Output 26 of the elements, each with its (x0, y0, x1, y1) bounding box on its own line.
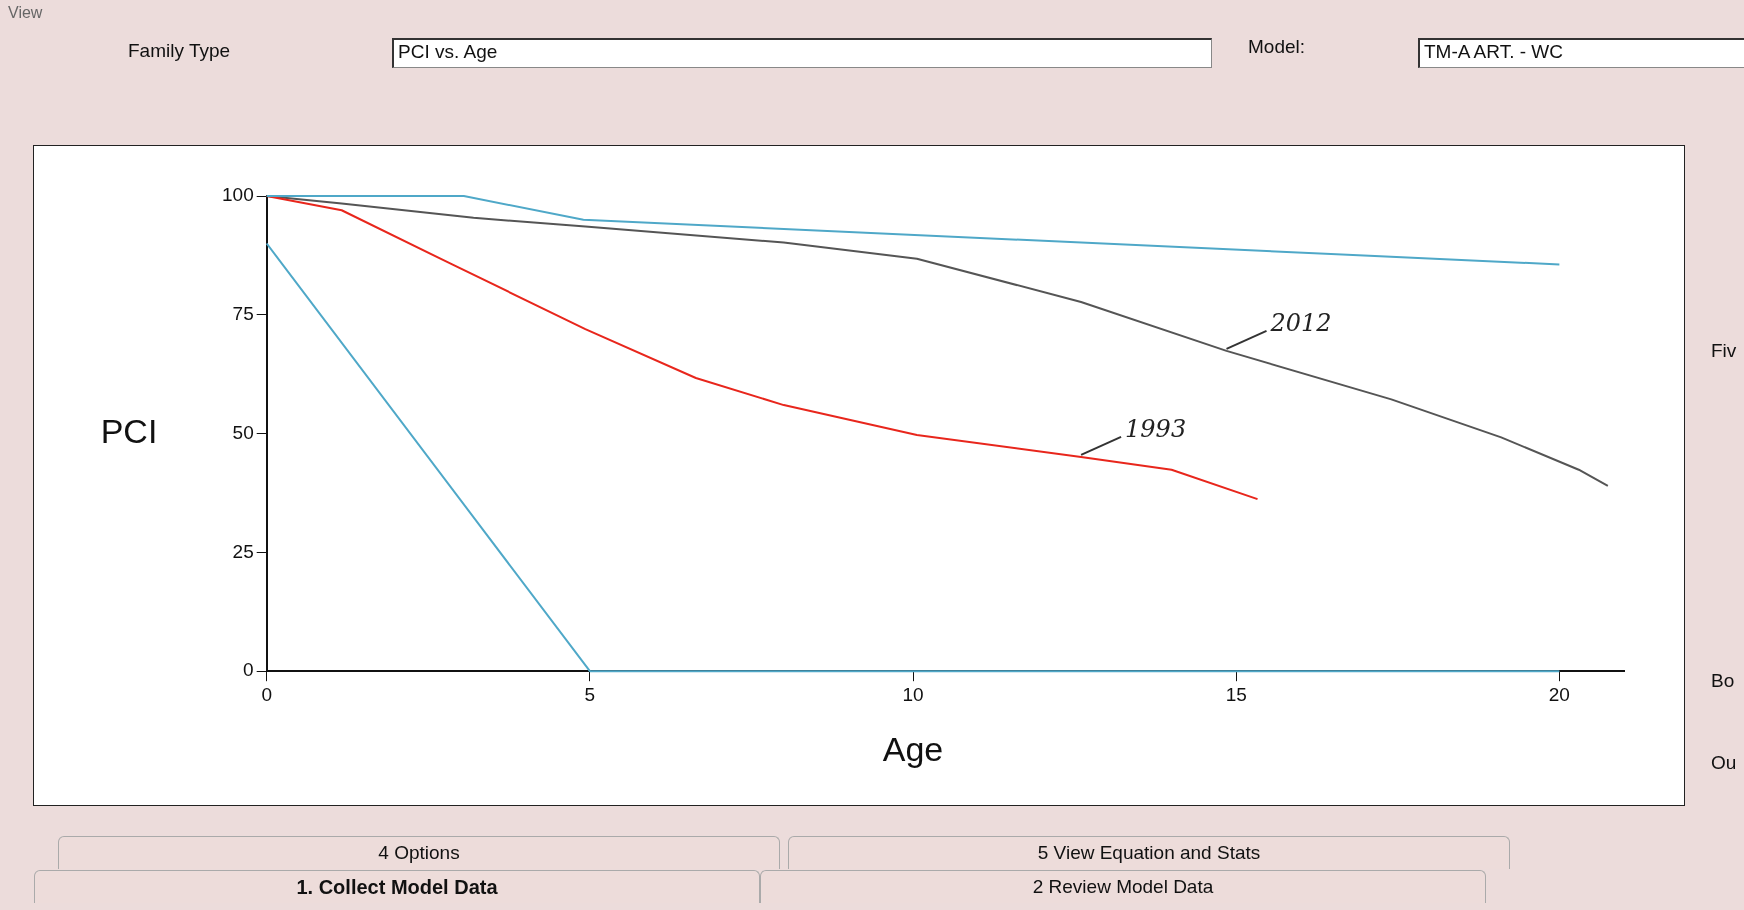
x-tick-label: 0 (261, 683, 272, 705)
series-label: 2012 (1269, 309, 1332, 338)
text: 4 Options (58, 836, 780, 869)
text: Ou (1711, 752, 1737, 774)
y-tick-label: 25 (232, 540, 254, 562)
x-tick-label: 15 (1225, 683, 1247, 705)
series-label: 1993 (1125, 415, 1187, 444)
y-tick-label: 100 (222, 184, 254, 206)
x-tick-label: 20 (1548, 683, 1570, 705)
text: View (8, 4, 43, 22)
y-tick-label: 50 (232, 421, 254, 443)
text: Model: (1248, 36, 1306, 58)
text: 2 Review Model Data (760, 870, 1486, 903)
y-tick-label: 0 (243, 659, 254, 681)
x-tick-label: 5 (584, 683, 596, 705)
x-tick-label: 10 (902, 683, 924, 705)
text: 1. Collect Model Data (34, 870, 760, 903)
text: Fiv (1711, 340, 1737, 362)
y-tick-label: 75 (232, 303, 254, 325)
text: Bo (1711, 670, 1735, 692)
text: TM-A ART. - WC (1418, 38, 1744, 68)
y-axis-title: PCI (100, 411, 158, 450)
text: 5 View Equation and Stats (788, 836, 1510, 869)
x-axis-title: Age (882, 729, 944, 768)
text: Family Type (128, 40, 231, 62)
text: PCI vs. Age (392, 38, 1212, 68)
